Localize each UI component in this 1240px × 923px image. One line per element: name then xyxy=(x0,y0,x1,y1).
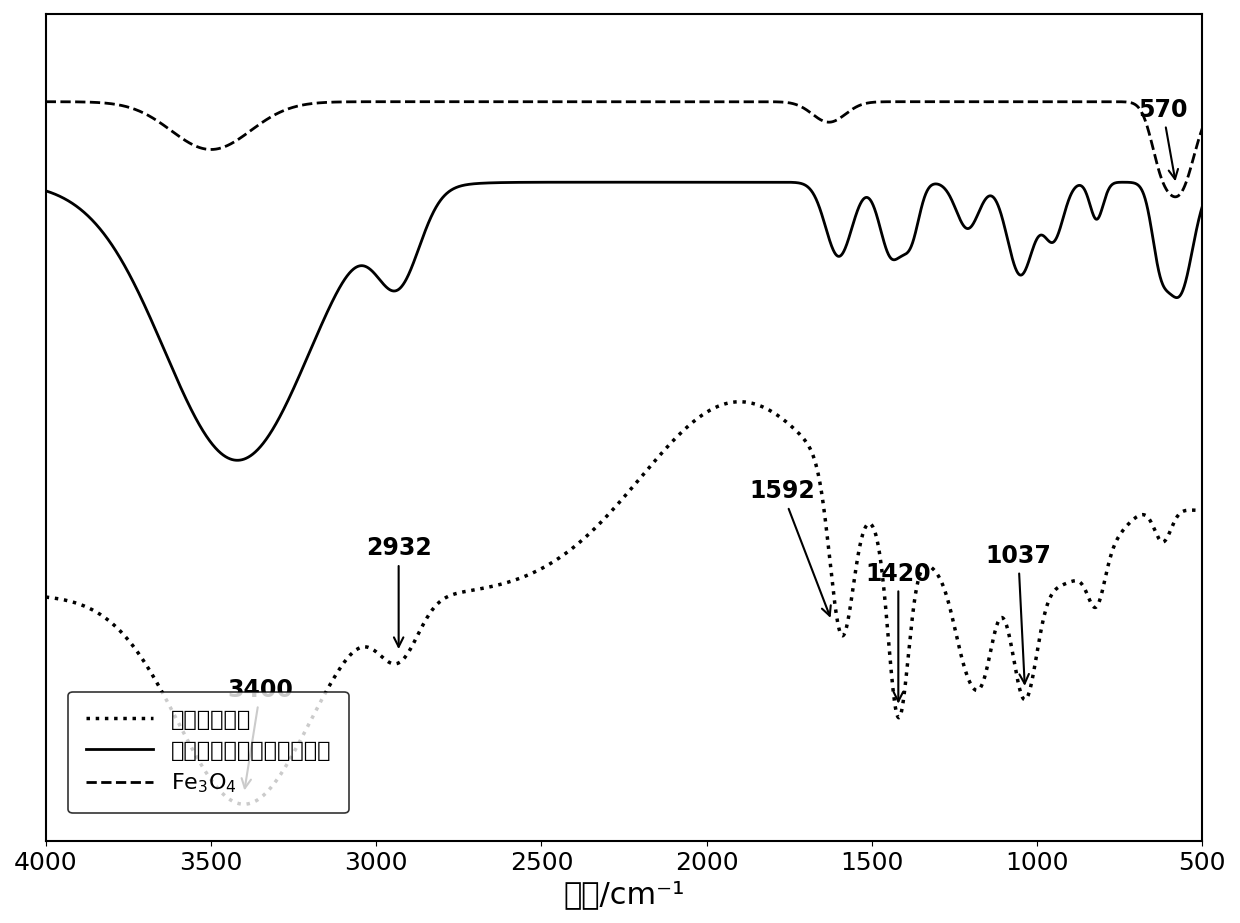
X-axis label: 波数/cm⁻¹: 波数/cm⁻¹ xyxy=(563,881,684,909)
Text: 1592: 1592 xyxy=(749,479,831,616)
Text: 3400: 3400 xyxy=(228,677,294,788)
Legend: 木质素磺酸钠, 磁性木质素磺酸盐吸附材料, Fe$_3$O$_4$: 木质素磺酸钠, 磁性木质素磺酸盐吸附材料, Fe$_3$O$_4$ xyxy=(68,692,348,813)
Text: 570: 570 xyxy=(1138,98,1188,179)
Text: 1037: 1037 xyxy=(986,544,1052,684)
Text: 1420: 1420 xyxy=(866,562,931,701)
Text: 2932: 2932 xyxy=(366,536,432,647)
